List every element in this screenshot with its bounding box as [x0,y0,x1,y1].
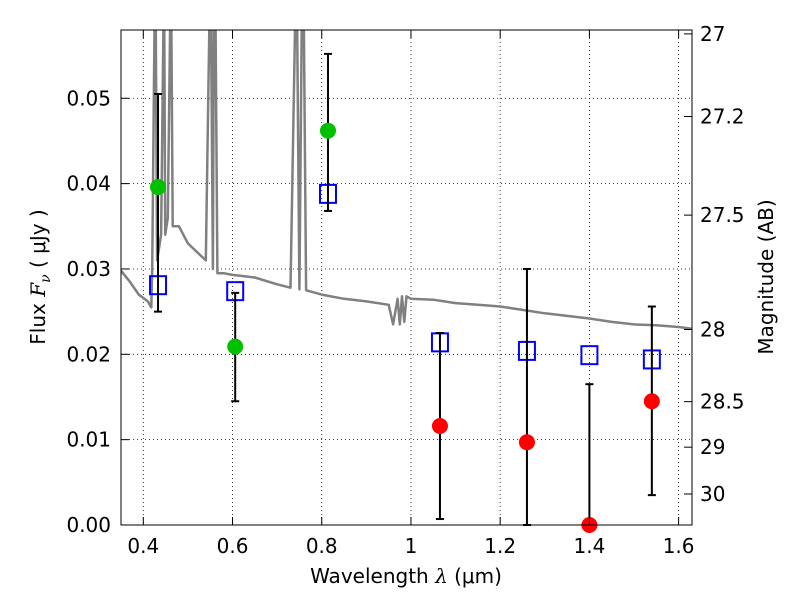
y2-tick-label: 29 [700,435,725,459]
y-tick-label: 0.01 [66,428,111,452]
model-sed-line [121,30,692,330]
model-photometry-square [580,345,599,366]
y-tick-label: 0.02 [66,342,111,366]
data-layer [121,30,692,330]
y-tick-label: 0.03 [66,257,111,281]
ticks: 0.4 0.6 0.8 1 1.2 1.4 1.6 0.00 0.01 0.02 0.03 0.04 0… [66,22,744,558]
y-axis-title: Flux Fν ( μJy ) [26,209,54,344]
y2-tick-label: 27 [700,22,725,46]
y-tick-label: 0.04 [66,172,111,196]
non-detection-point [643,393,660,410]
y-tick-label: 0.00 [66,513,111,537]
non-detection-point [431,418,448,434]
x-tick-label: 1.6 [663,534,695,558]
x-axis-title: Wavelength λ (μm) [310,564,502,588]
y2-tick-label: 30 [700,482,725,506]
detection-point [150,179,167,196]
non-detection-point [518,434,535,451]
y2-tick-label: 27.5 [700,203,745,227]
y-tick-label: 0.05 [66,86,111,110]
x-tick-label: 0.6 [217,534,249,558]
x-tick-label: 1.2 [484,534,516,558]
y2-axis-title: Magnitude (AB) [754,199,778,354]
x-tick-label: 0.8 [306,534,338,558]
y2-tick-label: 28.5 [700,390,745,414]
detection-point [319,122,336,139]
x-tick-label: 1 [405,534,418,558]
x-tick-label: 1.4 [573,534,605,558]
detection-point [227,338,244,355]
y2-tick-label: 27.2 [700,105,745,129]
plot-frame [120,29,693,526]
x-tick-label: 0.4 [127,534,159,558]
y2-tick-label: 28 [700,317,725,341]
